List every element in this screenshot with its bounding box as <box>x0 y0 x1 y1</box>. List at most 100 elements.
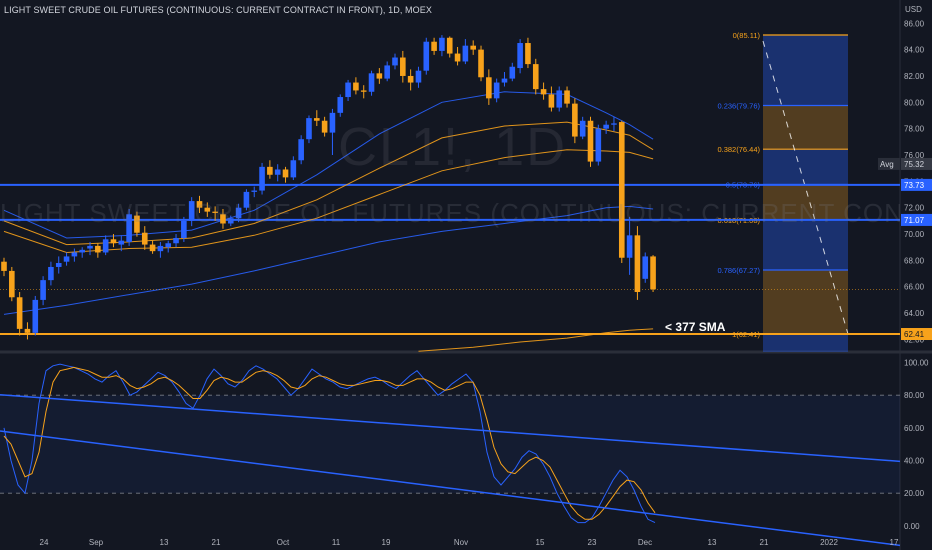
price-tick-label: 86.00 <box>904 19 925 28</box>
candle-body <box>493 82 500 99</box>
candle-body <box>165 243 172 248</box>
candle-body <box>290 160 297 178</box>
candle-body <box>267 166 273 175</box>
avg-label-name: Avg <box>880 160 894 169</box>
candle-body <box>71 252 78 257</box>
candle-body <box>40 280 46 300</box>
candle-body <box>392 57 398 66</box>
price-label-badge <box>901 178 932 191</box>
oscillator-band <box>0 395 900 494</box>
time-tick-label: 2022 <box>820 538 838 547</box>
candle-body <box>149 244 156 252</box>
candle-body <box>626 235 633 258</box>
fib-zone-extension <box>763 334 848 352</box>
time-tick-label: 17 <box>890 538 899 547</box>
candle-body <box>1 261 7 271</box>
candle-body <box>329 112 336 133</box>
fib-zone <box>763 149 848 185</box>
fib-level-label: 0.236(79.76) <box>717 101 760 110</box>
price-label-badge <box>901 328 932 341</box>
candle-body <box>102 239 109 253</box>
oscillator-trendline <box>0 430 901 547</box>
candle-body <box>532 64 539 90</box>
oscillator-tick-label: 40.00 <box>904 457 925 466</box>
candle-body <box>400 57 406 76</box>
time-tick-label: 13 <box>160 538 169 547</box>
candle-body <box>478 49 484 78</box>
candle-body <box>274 169 281 175</box>
candle-body <box>63 256 70 262</box>
candle-body <box>212 211 218 213</box>
candle-body <box>298 139 304 161</box>
price-tick-label: 84.00 <box>904 46 925 55</box>
candle-body <box>16 297 23 329</box>
price-tick-label: 72.00 <box>904 204 925 213</box>
watermark-name: LIGHT SWEET CRUDE OIL FUTURES (CONTINUOU… <box>0 198 900 228</box>
oscillator-tick-label: 80.00 <box>904 391 925 400</box>
candle-body <box>235 207 242 219</box>
candle-body <box>118 240 125 245</box>
fib-zone <box>763 184 848 220</box>
price-tick-label: 64.00 <box>904 309 925 318</box>
price-tick-label: 76.00 <box>904 151 925 160</box>
price-tick-label: 80.00 <box>904 98 925 107</box>
candle-body <box>579 120 586 137</box>
oscillator-line <box>3 366 656 520</box>
price-label-badge <box>901 213 932 226</box>
currency-label: USD <box>905 5 922 14</box>
candle-body <box>126 214 132 242</box>
candle-body <box>173 237 179 244</box>
candle-body <box>134 215 140 233</box>
candle-body <box>556 90 563 108</box>
candle-body <box>634 235 641 292</box>
candle-body <box>306 118 312 140</box>
candle-body <box>564 90 570 104</box>
time-tick-label: 19 <box>382 538 391 547</box>
time-tick-label: 11 <box>332 538 341 547</box>
oscillator-tick-label: 20.00 <box>904 489 925 498</box>
candle-body <box>548 94 555 108</box>
price-label-text: 71.07 <box>904 216 925 225</box>
candle-body <box>314 118 320 121</box>
candle-body <box>454 53 461 62</box>
candle-body <box>141 232 148 245</box>
fib-zone <box>763 269 848 335</box>
candle-body <box>470 45 476 50</box>
candle-body <box>611 123 617 125</box>
time-tick-label: 24 <box>40 538 49 547</box>
candle-body <box>650 256 656 290</box>
candle-body <box>259 166 265 191</box>
price-tick-label: 82.00 <box>904 72 925 81</box>
candle-body <box>384 65 390 79</box>
candle-body <box>110 239 117 244</box>
time-tick-label: 21 <box>212 538 221 547</box>
candle-body <box>9 270 15 298</box>
fib-level-label: 0(85.11) <box>733 31 761 40</box>
avg-value-text: 75.32 <box>904 160 925 169</box>
candle-body <box>446 37 453 54</box>
candle-body <box>368 73 375 92</box>
time-tick-label: 23 <box>588 538 597 547</box>
candle-body <box>181 220 187 238</box>
candle-body <box>642 256 649 279</box>
watermark-symbol: CL1!, 1D <box>338 117 568 177</box>
candle-body <box>87 245 93 249</box>
price-tick-label: 70.00 <box>904 230 925 239</box>
candle-body <box>227 218 234 224</box>
candle-body <box>243 191 250 208</box>
price-tick-label: 68.00 <box>904 256 925 265</box>
price-tick-label: 66.00 <box>904 283 925 292</box>
oscillator-line <box>3 363 656 524</box>
candle-body <box>587 120 594 162</box>
candle-body <box>462 45 469 62</box>
candle-body <box>439 37 445 51</box>
time-tick-label: Nov <box>454 538 468 547</box>
candle-body <box>321 120 328 133</box>
candle-body <box>431 41 437 51</box>
candle-body <box>345 82 351 98</box>
candle-body <box>407 75 414 83</box>
avg-label-box <box>878 157 900 170</box>
candle-body <box>376 73 383 79</box>
avg-value-badge <box>901 157 932 170</box>
